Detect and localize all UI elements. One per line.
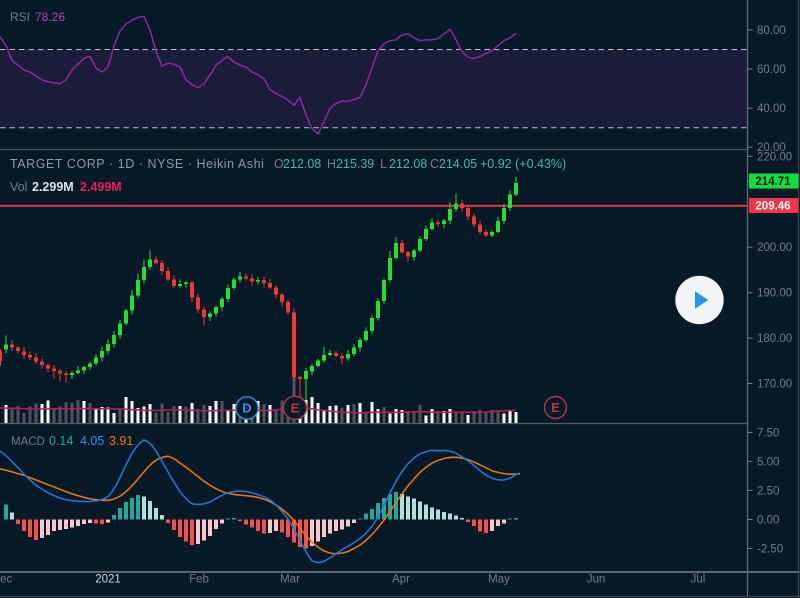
svg-text:212.08: 212.08 <box>389 157 427 171</box>
svg-text:80.00: 80.00 <box>757 25 786 37</box>
svg-text:O: O <box>274 157 284 171</box>
svg-text:H: H <box>327 157 336 171</box>
svg-text:40.00: 40.00 <box>757 103 786 115</box>
svg-text:MACD: MACD <box>11 436 45 448</box>
svg-text:5.00: 5.00 <box>757 456 779 468</box>
svg-text:209.46: 209.46 <box>755 201 790 213</box>
svg-text:TARGET CORP · 1D · NYSE · Heik: TARGET CORP · 1D · NYSE · Heikin Ashi <box>10 157 264 171</box>
svg-text:Jun: Jun <box>587 574 606 586</box>
svg-text:7.50: 7.50 <box>757 427 779 439</box>
svg-text:200.00: 200.00 <box>757 242 792 254</box>
svg-text:2.299M: 2.299M <box>32 180 74 194</box>
svg-text:+0.92 (+0.43%): +0.92 (+0.43%) <box>480 157 566 171</box>
svg-text:Mar: Mar <box>280 574 300 586</box>
svg-text:4.05: 4.05 <box>80 434 104 448</box>
svg-text:214.71: 214.71 <box>755 176 791 188</box>
svg-text:2.499M: 2.499M <box>80 180 122 194</box>
svg-text:RSI: RSI <box>10 10 30 24</box>
svg-text:Vol: Vol <box>10 180 27 194</box>
svg-text:Apr: Apr <box>392 574 410 586</box>
svg-text:2021: 2021 <box>95 574 121 586</box>
svg-text:214.05: 214.05 <box>439 157 477 171</box>
svg-text:60.00: 60.00 <box>757 64 786 76</box>
svg-text:L: L <box>380 157 387 171</box>
svg-text:170.00: 170.00 <box>757 379 792 391</box>
svg-text:190.00: 190.00 <box>757 288 792 300</box>
svg-text:D: D <box>242 401 251 416</box>
svg-text:Feb: Feb <box>189 574 209 586</box>
svg-text:C: C <box>430 157 439 171</box>
svg-text:2.50: 2.50 <box>757 485 779 497</box>
svg-text:3.91: 3.91 <box>109 434 133 448</box>
svg-text:180.00: 180.00 <box>757 333 792 345</box>
svg-text:215.39: 215.39 <box>336 157 374 171</box>
svg-text:0.00: 0.00 <box>757 515 779 527</box>
svg-text:Jul: Jul <box>691 574 706 586</box>
svg-text:May: May <box>488 574 510 586</box>
svg-text:20.00: 20.00 <box>757 142 786 154</box>
svg-text:212.08: 212.08 <box>283 157 321 171</box>
svg-text:E: E <box>291 400 300 415</box>
svg-text:-2.50: -2.50 <box>757 544 783 556</box>
svg-text:Dec: Dec <box>0 574 12 586</box>
svg-text:E: E <box>551 400 560 415</box>
svg-text:0.14: 0.14 <box>49 434 73 448</box>
svg-text:220.00: 220.00 <box>757 151 792 163</box>
svg-text:78.26: 78.26 <box>35 10 65 24</box>
